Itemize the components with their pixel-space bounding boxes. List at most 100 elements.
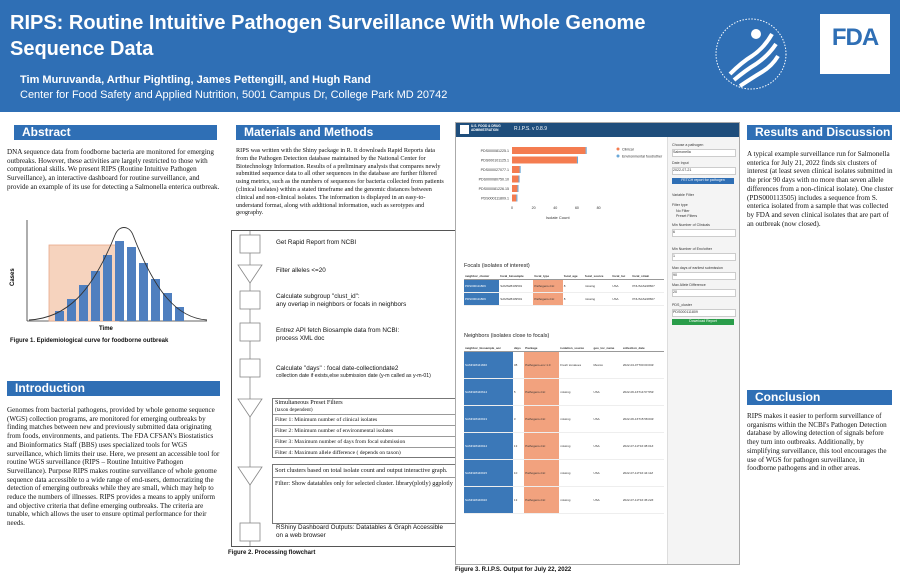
table-cell[interactable]: PDS000111809 [464, 279, 500, 293]
table-cell[interactable]: SAMN28446913 [464, 405, 513, 433]
table-cell: Pathogens-env 1.0 [524, 351, 560, 379]
legend-clinical: Clinical [622, 148, 634, 152]
fetch-button[interactable]: FETCH report for pathogen [672, 178, 734, 184]
table-header-cell[interactable]: focal_biosample [499, 273, 534, 280]
table-cell: missing [559, 486, 593, 514]
table-cell: 2022-04-07T00:00:00Z [621, 351, 664, 379]
table-cell[interactable]: SAMN28441846 [464, 351, 513, 379]
date-input[interactable]: 2022-07-21 [672, 167, 736, 175]
authors-block: Tim Muruvanda, Arthur Pightling, James P… [20, 73, 447, 103]
flow-box-3 [239, 322, 261, 342]
table-cell: 5 [512, 378, 525, 406]
table-header-cell[interactable]: collection_date [621, 345, 664, 352]
focals-table: neighbor_cluster focal_biosample focal_typ… [464, 273, 664, 306]
flow-step-5-sub: collection date if exists,else submissio… [276, 373, 431, 379]
table-header-cell[interactable]: focal_age [562, 273, 584, 280]
table-row: SAMN28441846 38 Pathogens-env 1.0 Fresh tom… [464, 351, 664, 379]
table-header-cell[interactable]: focal_type [533, 273, 563, 280]
table-cell: 13 [512, 432, 525, 460]
table-cell: 38 [512, 351, 525, 379]
days-label: Max days of earliest submission [672, 266, 723, 270]
epi-bar [115, 241, 124, 321]
table-header-cell[interactable]: focal_loc [611, 273, 632, 280]
table-header-cell[interactable]: days [512, 345, 525, 352]
flow-end-box [239, 522, 261, 542]
abstract-text: DNA sequence data from foodborne bacteri… [7, 148, 220, 191]
flow-step-1: Get Rapid Report from NCBI [276, 239, 357, 246]
table-cell[interactable]: PDS000111809 [464, 292, 500, 306]
table-header-cell[interactable]: focal_source [583, 273, 612, 280]
chart-category-labels: PDS000081225.1 PDS000101125.1 PDS000027077… [479, 149, 509, 201]
table-header-cell[interactable]: isolation_source [559, 345, 593, 352]
filter-label: Variable Filter [672, 193, 694, 197]
table-row: SAMN28446914 13 Pathogens-CLI missing USA 202… [464, 432, 664, 460]
flow-step-5-main: Calculate "days" : focal date-collection… [276, 365, 399, 372]
flow-start-box [239, 234, 261, 254]
introduction-heading: Introduction [7, 381, 220, 396]
table-header-cell[interactable]: neighbor_biosample_acc [464, 345, 513, 352]
radio-preset-filters[interactable]: Preset Filters [676, 214, 698, 218]
table-header-cell[interactable]: focal_strain [631, 273, 664, 280]
epi-bar [175, 307, 184, 321]
flow-box-4 [239, 358, 261, 378]
filter-row-2: Filter 2: Minimum number of environmenta… [273, 425, 467, 436]
flow-step-5: Calculate "days" : focal date-collection… [276, 365, 446, 380]
date-label: Date Input [672, 161, 689, 165]
table-cell[interactable]: SAMN28446916 [464, 486, 513, 514]
table-header-cell[interactable]: geo_loc_name [592, 345, 622, 352]
chart-tick-label: 20 [532, 206, 536, 210]
flow-triangle-2 [237, 398, 263, 418]
allele-input[interactable]: 20 [672, 289, 736, 297]
legend-env: Environmental food/other [622, 155, 663, 159]
table-cell: 13 [512, 486, 525, 514]
chart-bar [512, 175, 519, 183]
table-cell: missing [559, 432, 593, 460]
table-cell[interactable]: SAMN28446915 [464, 459, 513, 487]
neighbors-heading: Neighbors (isolates close to focals) [464, 333, 550, 339]
filter-row-4: Filter 4: Maximum allele difference ( de… [273, 447, 467, 458]
table-header-cell[interactable]: Package [524, 345, 560, 352]
epi-ylabel: Cases [10, 268, 16, 286]
epi-bars [55, 241, 184, 321]
chart-bar [512, 156, 577, 164]
radio-no-filter[interactable]: No Filter [676, 209, 690, 213]
poster-title: RIPS: Routine Intuitive Pathogen Surveil… [10, 12, 646, 60]
results-heading: Results and Discussion [747, 125, 892, 140]
table-cell: Pathogens-CLI [524, 486, 560, 514]
table-cell: SAMN28439501 [499, 292, 534, 306]
flow-step-4: Entrez API fetch Biosample data from NCB… [276, 327, 399, 343]
filter-row-1: Filter 1: Minimum number of clinical iso… [273, 414, 467, 425]
flow-step-3: Calculate subgroup "clust_id": any overl… [276, 293, 406, 309]
download-button[interactable]: Download Report [672, 319, 734, 325]
app-sidebar: Choose a pathogen Salmonella Date Input … [667, 137, 739, 564]
chart-bar [512, 147, 586, 154]
epi-bar [79, 285, 88, 321]
pathogen-select[interactable]: Salmonella [672, 149, 736, 157]
epi-curve-line [28, 227, 208, 321]
table-cell: missing [583, 279, 612, 293]
clinical-label: Min Number of Clinicals [672, 223, 710, 227]
poster-header: RIPS: Routine Intuitive Pathogen Surveil… [0, 0, 900, 112]
table-cell: 8 [562, 279, 584, 293]
app-brand: U.S. FOOD & DRUG ADMINISTRATION [471, 124, 501, 132]
days-input[interactable]: 90 [672, 272, 736, 280]
env-input[interactable]: 1 [672, 253, 736, 261]
chart-bar [516, 194, 518, 202]
clinical-input[interactable]: 6 [672, 229, 736, 237]
methods-heading: Materials and Methods [236, 125, 440, 140]
epi-bar [103, 255, 112, 321]
table-cell: 3 [512, 405, 525, 433]
table-header-row: neighbor_cluster focal_biosample focal_typ… [464, 273, 664, 280]
table-header-cell[interactable]: neighbor_cluster [464, 273, 500, 280]
table-cell[interactable]: SAMN28446914 [464, 432, 513, 460]
table-cell[interactable]: SAMN28446614 [464, 378, 513, 406]
flow-step-3-main: Calculate subgroup "clust_id": [276, 293, 360, 300]
table-row: SAMN28446915 10 Pathogens-CLI missing USA 202… [464, 459, 664, 487]
epi-bar [91, 271, 100, 321]
cluster-select[interactable]: PDS000111809 [672, 309, 736, 317]
figure3-caption: Figure 3. R.I.P.S. Output for July 22, 2… [455, 567, 572, 573]
chart-tick-label: 0 [511, 206, 513, 210]
sort-box: Sort clusters based on total isolate cou… [272, 464, 468, 524]
table-row: PDS000111809 SAMN28439501 Pathogens-CLI 8 mi… [464, 279, 664, 293]
table-row: SAMN28446913 3 Pathogens-CLI missing USA 2022… [464, 405, 664, 433]
